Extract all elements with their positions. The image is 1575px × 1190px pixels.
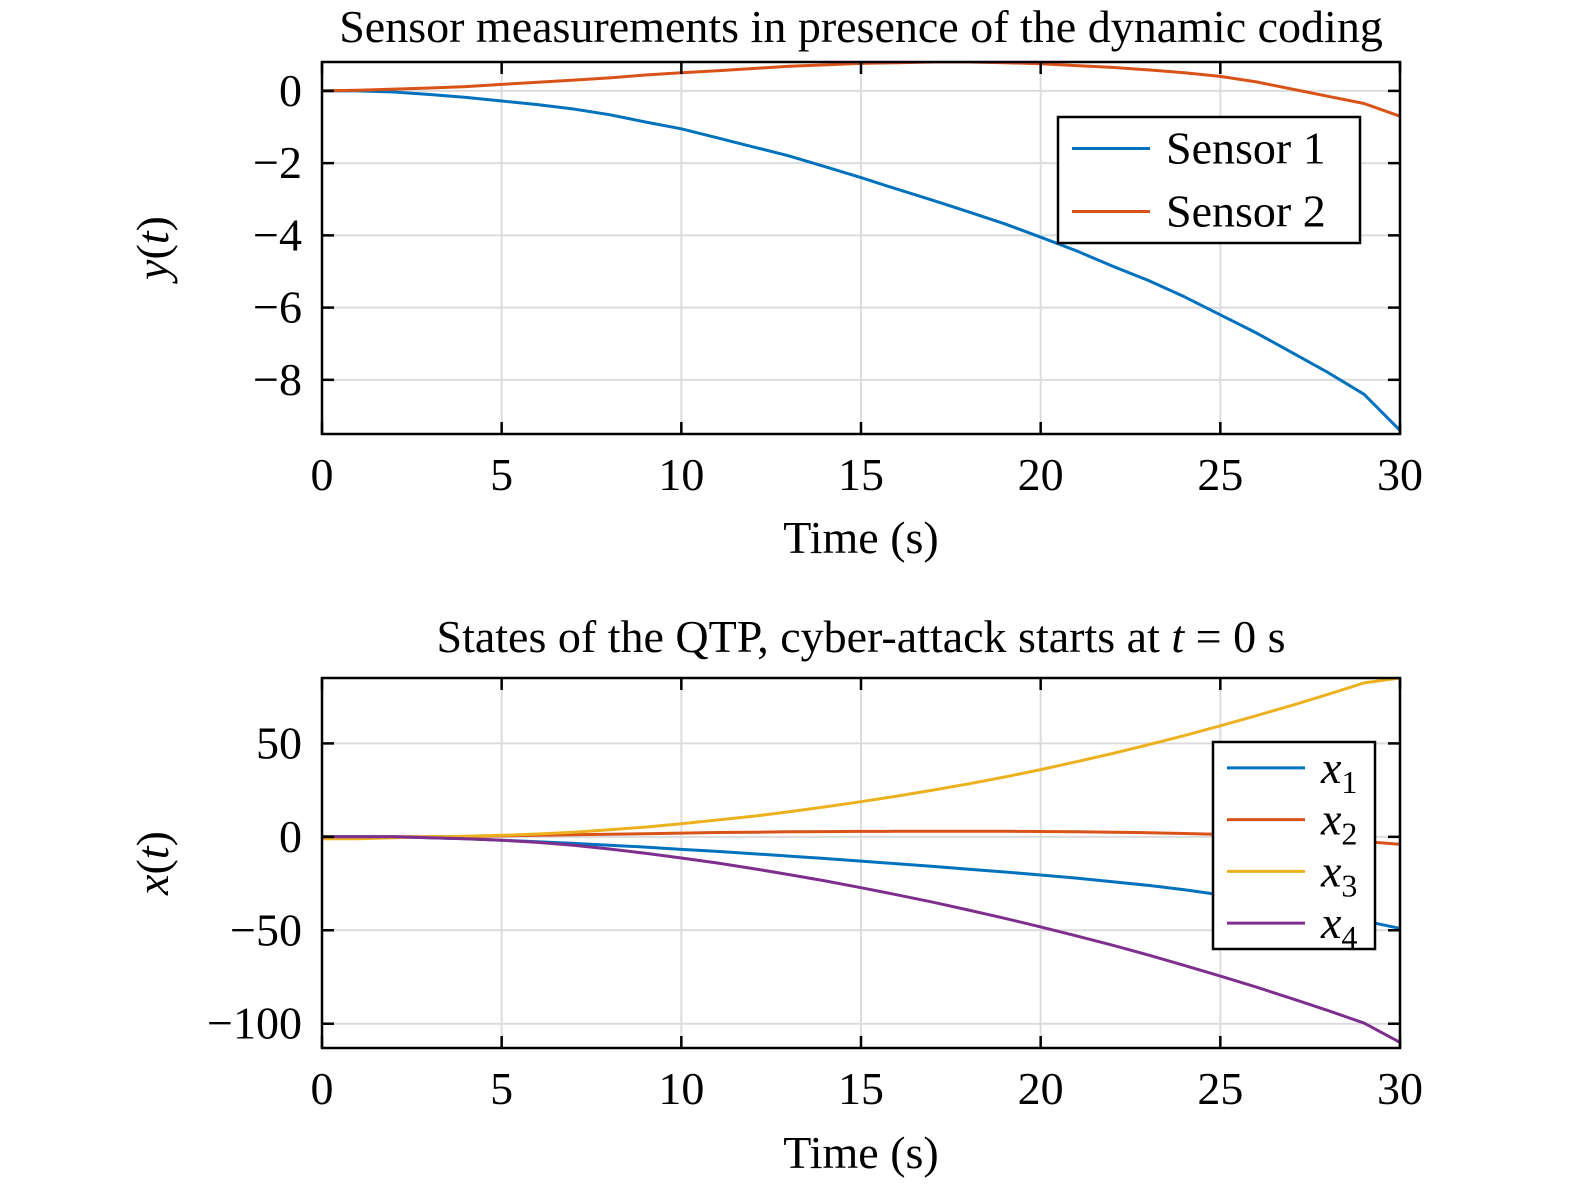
- x-tick-label: 10: [658, 1063, 704, 1114]
- series-line-sensor-1: [322, 89, 1400, 432]
- x-tick-label: 5: [490, 449, 513, 500]
- legend-label: x4: [1320, 897, 1357, 955]
- x-tick-label: 0: [311, 449, 334, 500]
- legend-label: Sensor 1: [1166, 123, 1326, 174]
- chart-title: Sensor measurements in presence of the d…: [339, 1, 1383, 52]
- legend-box: [1211, 740, 1377, 951]
- x-tick-label: 25: [1197, 449, 1243, 500]
- legend-label: x2: [1320, 794, 1357, 852]
- y-tick-label: 0: [279, 811, 302, 862]
- x-tick-label: 30: [1377, 1063, 1423, 1114]
- y-tick-label: −4: [253, 209, 302, 260]
- y-tick-label: 0: [279, 65, 302, 116]
- series-line-x3: [322, 678, 1400, 841]
- legend-label: x3: [1320, 845, 1357, 903]
- y-tick-label: −50: [230, 904, 302, 955]
- x-tick-label: 30: [1377, 449, 1423, 500]
- y-tick-label: −8: [253, 354, 302, 405]
- chart-panel-2: 0 5 10 15 20 25 30 50 0 −50 −100 States of the QTP,…: [127, 611, 1423, 1178]
- series-line-x4: [322, 835, 1400, 1044]
- y-axis-label: x(t): [127, 831, 178, 896]
- x-tick-label: 20: [1018, 1063, 1064, 1114]
- x-tick-label: 5: [490, 1063, 513, 1114]
- y-tick-label: −6: [253, 282, 302, 333]
- y-axis-label: y(t): [127, 216, 178, 284]
- x-tick-label: 10: [658, 449, 704, 500]
- x-tick-label: 15: [838, 1063, 884, 1114]
- y-tick-label: −2: [253, 137, 302, 188]
- chart-title: States of the QTP, cyber-attack starts a…: [437, 611, 1286, 662]
- y-tick-label: 50: [256, 717, 302, 768]
- legend-box: [1056, 115, 1362, 245]
- x-axis-label: Time (s): [783, 1127, 939, 1178]
- x-tick-label: 25: [1197, 1063, 1243, 1114]
- x-axis-label: Time (s): [783, 512, 939, 563]
- chart-panel-1: 0 5 10 15 20 25 30 0 −2 −4 −6 −8 Sensor measurements…: [127, 1, 1423, 563]
- legend-label: x1: [1320, 742, 1357, 800]
- x-tick-label: 15: [838, 449, 884, 500]
- legend: Sensor 1 Sensor 2: [1056, 115, 1362, 245]
- x-tick-label: 20: [1018, 449, 1064, 500]
- y-tick-label: −100: [207, 998, 302, 1049]
- legend-label: Sensor 2: [1166, 186, 1326, 237]
- x-tick-label: 0: [311, 1063, 334, 1114]
